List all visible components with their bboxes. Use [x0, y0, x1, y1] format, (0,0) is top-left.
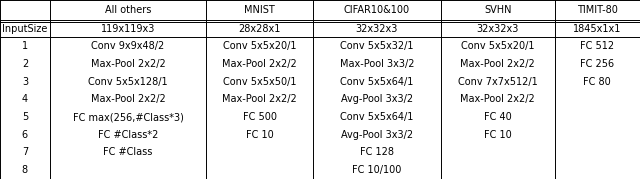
Text: Conv 5x5x20/1: Conv 5x5x20/1 — [223, 41, 296, 51]
Text: CIFAR10&100: CIFAR10&100 — [344, 5, 410, 15]
Text: 32x32x3: 32x32x3 — [356, 24, 398, 34]
Text: FC #Class*2: FC #Class*2 — [98, 130, 158, 140]
Text: FC 512: FC 512 — [580, 41, 614, 51]
Text: 3: 3 — [22, 77, 28, 87]
Text: FC #Class: FC #Class — [103, 147, 153, 158]
Text: FC 80: FC 80 — [584, 77, 611, 87]
Text: TIMIT-80: TIMIT-80 — [577, 5, 618, 15]
Text: Max-Pool 2x2/2: Max-Pool 2x2/2 — [460, 94, 535, 104]
Text: Max-Pool 2x2/2: Max-Pool 2x2/2 — [222, 94, 297, 104]
Text: 2: 2 — [22, 59, 28, 69]
Text: All others: All others — [105, 5, 151, 15]
Text: Max-Pool 3x3/2: Max-Pool 3x3/2 — [340, 59, 414, 69]
Text: Max-Pool 2x2/2: Max-Pool 2x2/2 — [91, 59, 165, 69]
Text: 8: 8 — [22, 165, 28, 175]
Text: FC 40: FC 40 — [484, 112, 511, 122]
Text: Avg-Pool 3x3/2: Avg-Pool 3x3/2 — [341, 130, 413, 140]
Text: MNIST: MNIST — [244, 5, 275, 15]
Text: 5: 5 — [22, 112, 28, 122]
Text: Conv 5x5x50/1: Conv 5x5x50/1 — [223, 77, 296, 87]
Text: Conv 5x5x32/1: Conv 5x5x32/1 — [340, 41, 413, 51]
Text: InputSize: InputSize — [2, 24, 47, 34]
Text: Conv 7x7x512/1: Conv 7x7x512/1 — [458, 77, 538, 87]
Text: 7: 7 — [22, 147, 28, 158]
Text: 6: 6 — [22, 130, 28, 140]
Text: Conv 5x5x128/1: Conv 5x5x128/1 — [88, 77, 168, 87]
Text: SVHN: SVHN — [484, 5, 511, 15]
Text: 1845x1x1: 1845x1x1 — [573, 24, 621, 34]
Text: Conv 5x5x64/1: Conv 5x5x64/1 — [340, 112, 413, 122]
Text: Conv 5x5x20/1: Conv 5x5x20/1 — [461, 41, 534, 51]
Text: FC 10: FC 10 — [484, 130, 511, 140]
Text: 119x119x3: 119x119x3 — [101, 24, 155, 34]
Text: 4: 4 — [22, 94, 28, 104]
Text: Avg-Pool 3x3/2: Avg-Pool 3x3/2 — [341, 94, 413, 104]
Text: Conv 9x9x48/2: Conv 9x9x48/2 — [92, 41, 164, 51]
Text: FC 256: FC 256 — [580, 59, 614, 69]
Text: Conv 5x5x64/1: Conv 5x5x64/1 — [340, 77, 413, 87]
Text: 28x28x1: 28x28x1 — [238, 24, 281, 34]
Text: Max-Pool 2x2/2: Max-Pool 2x2/2 — [91, 94, 165, 104]
Text: FC 10/100: FC 10/100 — [352, 165, 401, 175]
Text: 32x32x3: 32x32x3 — [477, 24, 519, 34]
Text: FC 10: FC 10 — [246, 130, 273, 140]
Text: 1: 1 — [22, 41, 28, 51]
Text: FC 500: FC 500 — [243, 112, 276, 122]
Text: Max-Pool 2x2/2: Max-Pool 2x2/2 — [222, 59, 297, 69]
Text: Max-Pool 2x2/2: Max-Pool 2x2/2 — [460, 59, 535, 69]
Text: FC max(256,#Class*3): FC max(256,#Class*3) — [72, 112, 184, 122]
Text: FC 128: FC 128 — [360, 147, 394, 158]
